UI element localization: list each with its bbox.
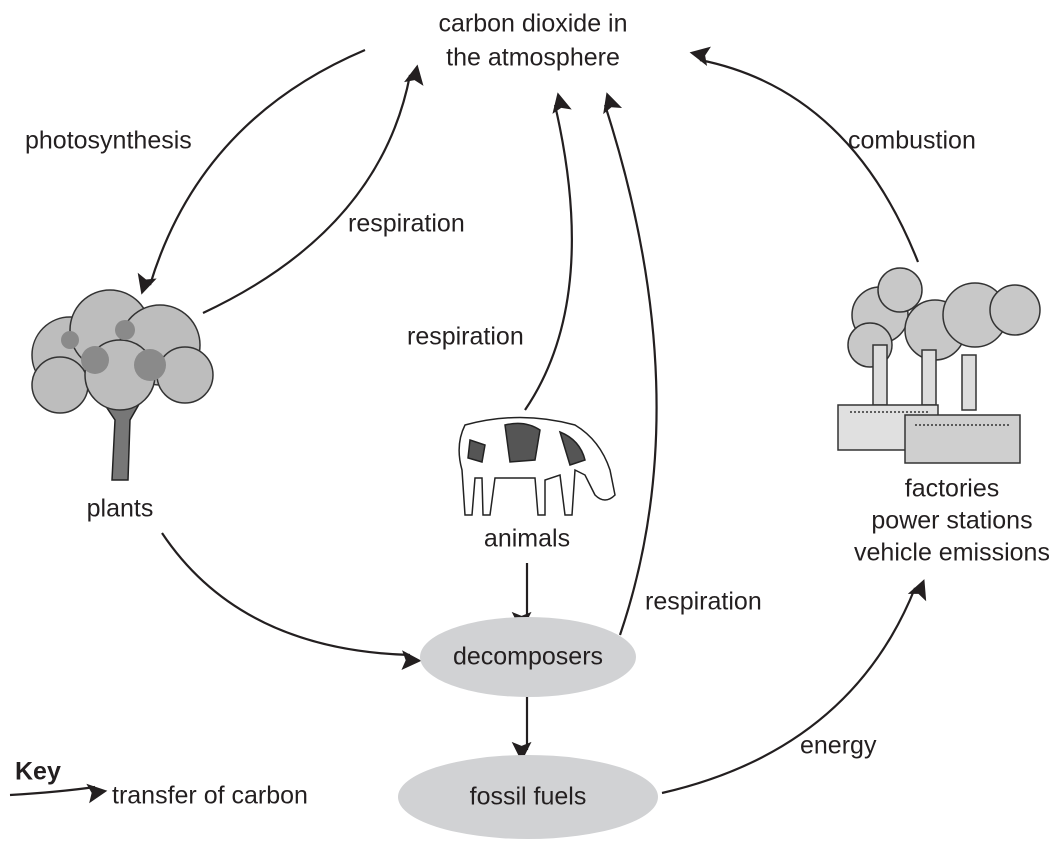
edge-label: photosynthesis [25, 127, 192, 155]
arrow [150, 50, 365, 285]
title-line: the atmosphere [446, 44, 620, 72]
cow-icon [459, 418, 615, 516]
key-label: transfer of carbon [112, 782, 308, 810]
arrow [605, 105, 657, 635]
arrow [203, 75, 410, 313]
node-label: factories [905, 475, 999, 503]
tree-icon [32, 290, 213, 480]
arrow [162, 533, 410, 655]
key-title: Key [15, 758, 61, 786]
edge-label: respiration [348, 210, 465, 238]
edge-label: respiration [645, 588, 762, 616]
carbon-cycle-diagram: carbon dioxide in the atmosphere plants … [0, 0, 1049, 841]
arrow [525, 105, 572, 410]
edge-label: respiration [407, 323, 524, 351]
page: carbon dioxide in the atmosphere plants … [0, 0, 1049, 841]
factory-icon [838, 268, 1040, 463]
node-label: animals [484, 525, 570, 553]
node-label: vehicle emissions [854, 539, 1049, 567]
title-line: carbon dioxide in [438, 10, 627, 38]
key-arrow [10, 787, 95, 795]
arrow [662, 588, 915, 793]
node-label: decomposers [453, 643, 603, 671]
edge-label: energy [800, 732, 877, 760]
node-label: plants [87, 495, 154, 523]
node-label: fossil fuels [470, 783, 587, 811]
node-label: power stations [871, 507, 1032, 535]
edge-label: combustion [848, 127, 976, 155]
arrow [700, 60, 918, 262]
